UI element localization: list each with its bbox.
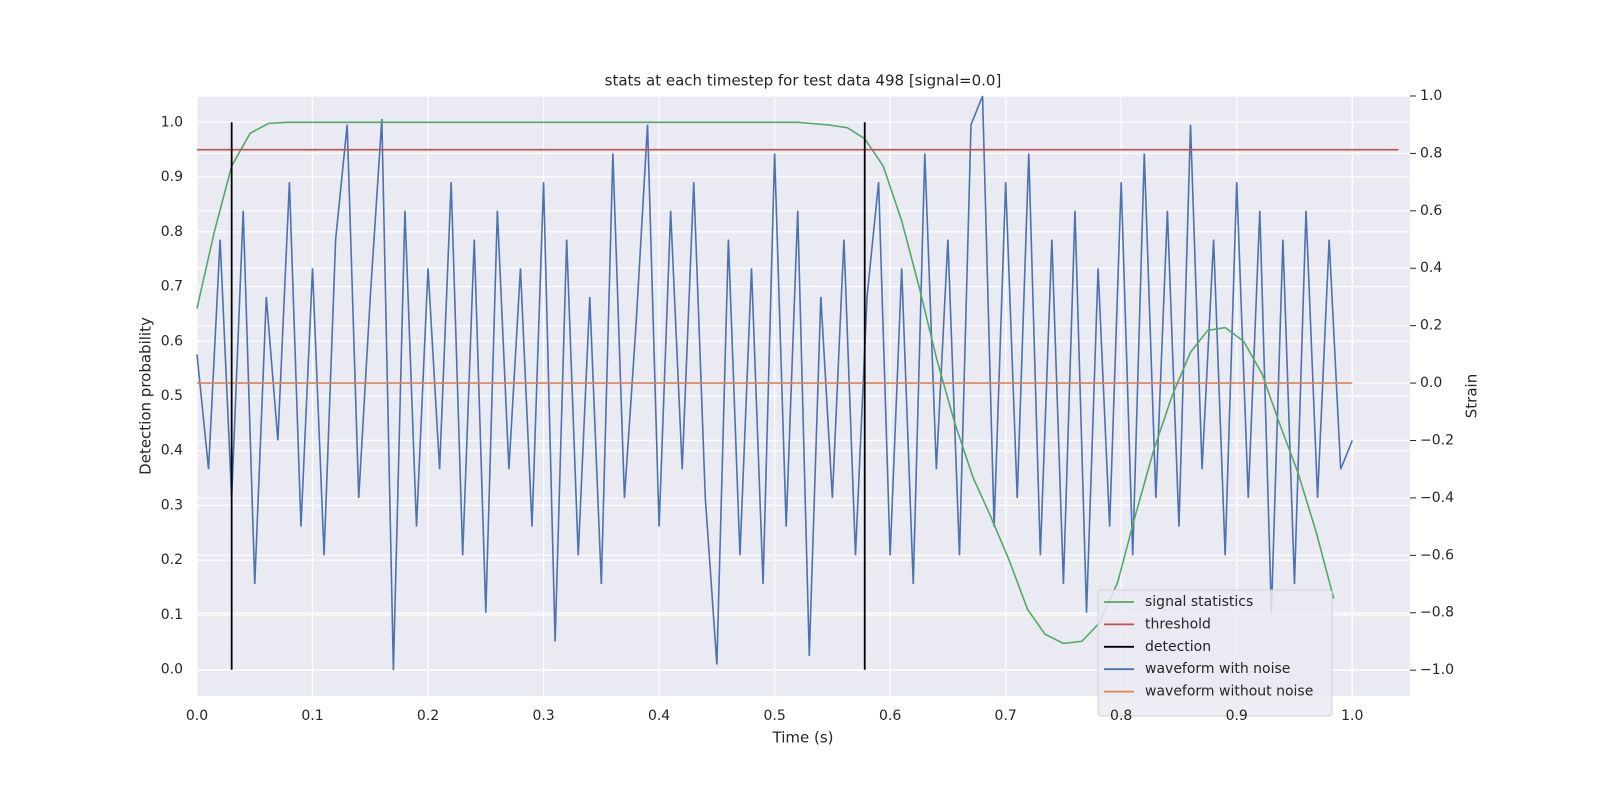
y2-tick-label: −1.0: [1420, 662, 1454, 678]
y-tick-label: 0.5: [161, 388, 183, 404]
y-tick-label: 0.0: [161, 662, 183, 678]
x-tick-label: 0.4: [648, 708, 670, 724]
y2-tick-label: −0.2: [1420, 432, 1454, 448]
series-line: [196, 95, 1353, 671]
y-tick-label: 0.6: [161, 333, 183, 349]
y2-tick-label: 0.4: [1420, 260, 1442, 276]
x-tick-label: 0.5: [763, 708, 785, 724]
legend-label: waveform without noise: [1145, 684, 1313, 700]
y-tick-label: 0.1: [161, 607, 183, 623]
y2-tick-label: 0.2: [1420, 318, 1442, 334]
y-axis-label: Detection probability: [137, 317, 155, 475]
x-tick-label: 1.0: [1341, 708, 1363, 724]
y2-tick-label: 0.8: [1420, 145, 1442, 161]
y-tick-label: 0.3: [161, 497, 183, 513]
x-tick-label: 0.1: [301, 708, 323, 724]
chart-title: stats at each timestep for test data 498…: [605, 72, 1002, 90]
x-tick-label: 0.9: [1226, 708, 1248, 724]
legend-label: detection: [1145, 639, 1211, 655]
series-line: [196, 121, 1335, 645]
y2-tick-label: 0.0: [1420, 375, 1442, 391]
legend-box: [1097, 589, 1333, 717]
y-tick-label: 0.8: [161, 224, 183, 240]
legend-label: signal statistics: [1145, 594, 1253, 610]
y-tick-label: 0.7: [161, 279, 183, 295]
y2-tick-label: −0.6: [1420, 547, 1454, 563]
legend-label: threshold: [1145, 616, 1211, 632]
x-tick-label: 0.0: [186, 708, 208, 724]
x-axis-label: Time (s): [772, 729, 834, 747]
x-tick-label: 0.6: [879, 708, 901, 724]
y2-tick-label: 1.0: [1420, 88, 1442, 104]
y-tick-label: 0.2: [161, 552, 183, 568]
x-tick-label: 0.7: [995, 708, 1017, 724]
y2-tick-label: 0.6: [1420, 203, 1442, 219]
legend-label: waveform with noise: [1145, 661, 1290, 677]
y2-tick-label: −0.4: [1420, 490, 1454, 506]
y-tick-label: 1.0: [161, 114, 183, 130]
y-tick-label: 0.9: [161, 169, 183, 185]
y2-tick-label: −0.8: [1420, 605, 1454, 621]
y2-axis-label: Strain: [1463, 374, 1481, 418]
x-tick-label: 0.8: [1110, 708, 1132, 724]
x-tick-label: 0.2: [417, 708, 439, 724]
x-tick-label: 0.3: [532, 708, 554, 724]
y-tick-label: 0.4: [161, 443, 183, 459]
